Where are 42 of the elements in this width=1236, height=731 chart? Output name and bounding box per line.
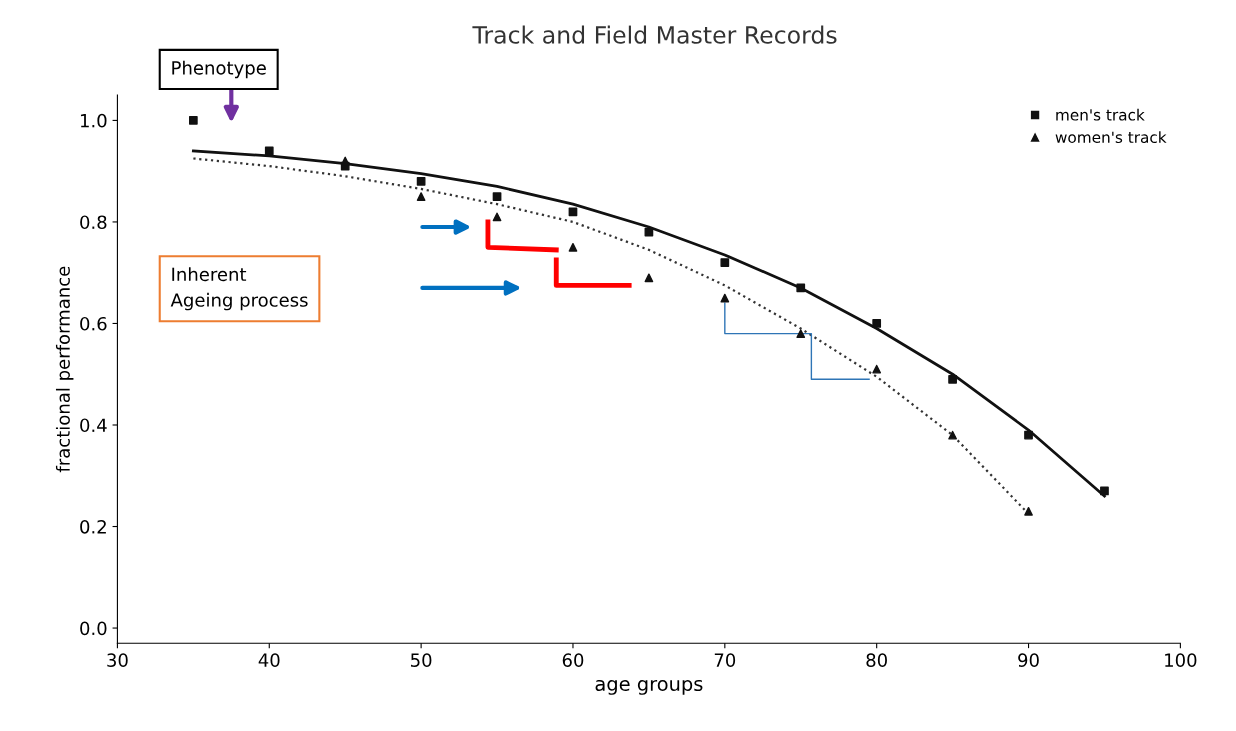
point: [872, 319, 882, 328]
x-tick-label: 100: [1165, 653, 1197, 667]
y-tick-label: 0.4: [80, 418, 107, 433]
point: [1100, 486, 1109, 496]
y-tick-label: 0.6: [80, 316, 107, 331]
x-tick-label: 80: [866, 653, 887, 667]
point: [1024, 506, 1033, 516]
y-tick-label: 0.8: [80, 215, 107, 230]
x-tick-label: 60: [562, 653, 584, 667]
annotation: Inherent Ageing process: [170, 267, 308, 311]
point: [1024, 430, 1033, 440]
point: [644, 273, 654, 283]
point: [796, 283, 806, 293]
point: [796, 329, 806, 338]
x-tick-label: 40: [258, 653, 280, 667]
point: [416, 176, 426, 186]
legend-label: men's track: [1056, 108, 1145, 121]
text: Phenotype: [172, 60, 266, 79]
x-tick-label: 30: [107, 653, 128, 667]
point: [492, 212, 502, 222]
point: [568, 242, 578, 252]
x-tick-label: 50: [411, 653, 432, 667]
point: [416, 192, 426, 201]
x-tick-label: 90: [1018, 653, 1039, 667]
point: [948, 374, 957, 384]
x-axis-title: age groups: [595, 679, 703, 695]
point: [872, 364, 882, 374]
point: [264, 146, 274, 156]
point: [568, 207, 578, 217]
y-axis-title: fractional performance: [55, 266, 74, 473]
x-tick-label: 70: [714, 653, 736, 667]
point: [720, 258, 730, 267]
legend-label: women's track: [1055, 131, 1167, 144]
y-tick-label: 0.2: [80, 519, 106, 534]
point: [492, 192, 502, 201]
point: [720, 293, 730, 303]
chart-title: Track and Field Master Records: [472, 25, 837, 44]
point: [340, 156, 350, 166]
point: [948, 430, 957, 440]
point: [188, 116, 198, 125]
y-tick-label: 1.0: [80, 113, 107, 128]
y-tick-label: 0.0: [80, 621, 107, 636]
